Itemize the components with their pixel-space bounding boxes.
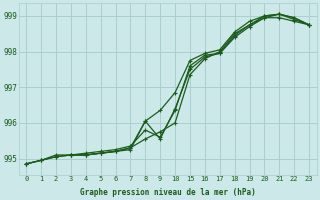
X-axis label: Graphe pression niveau de la mer (hPa): Graphe pression niveau de la mer (hPa): [80, 188, 255, 197]
